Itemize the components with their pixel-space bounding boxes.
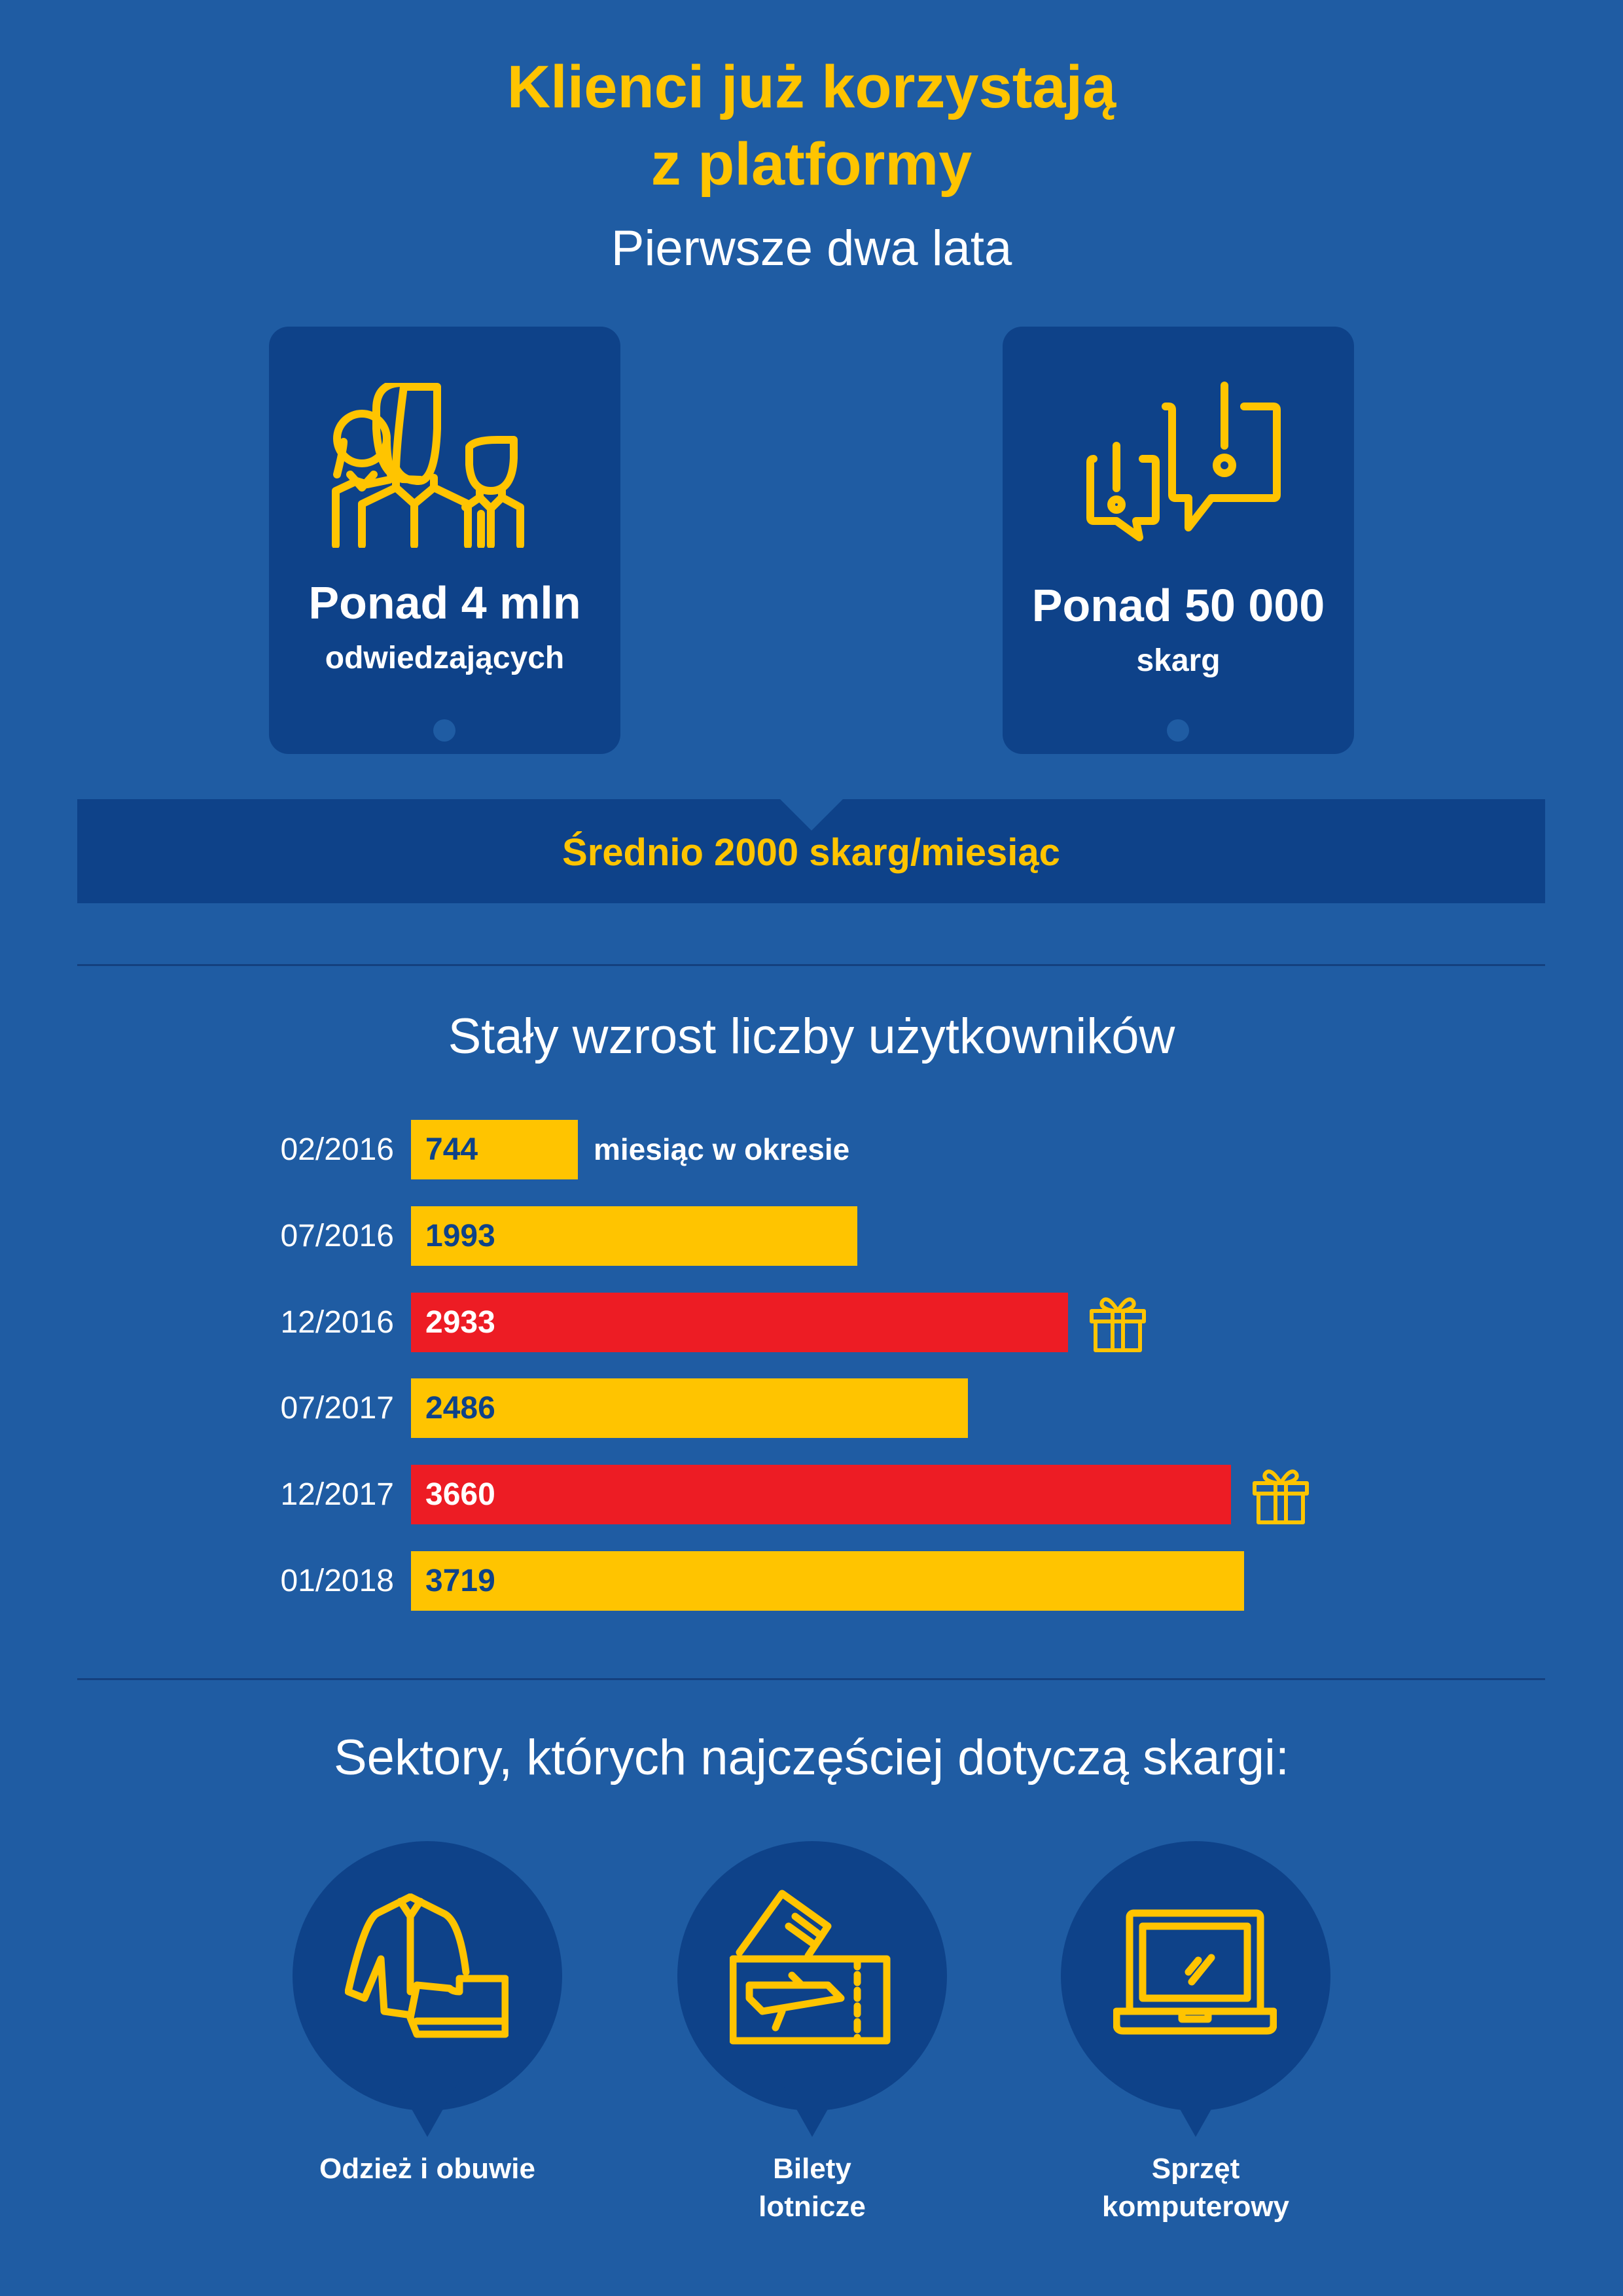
bar-value-label: 2933 [425, 1304, 495, 1340]
people-icon [332, 383, 524, 548]
bar: 3660 [411, 1465, 1231, 1525]
bar-value-label: 3660 [425, 1477, 495, 1513]
complaint-bubbles-icon [1086, 382, 1281, 541]
sector-label-line2: komputerowy [1101, 2191, 1290, 2223]
sector-label-line2: lotnicze [758, 2191, 866, 2223]
bar: 2486 [411, 1378, 968, 1439]
title-line2: z platformy [651, 131, 972, 198]
sector-label-line1: Bilety [773, 2153, 851, 2185]
bar-value-label: 2486 [425, 1391, 495, 1426]
bar: 1993 [411, 1206, 858, 1266]
sector-label-line1: Sprzęt [1151, 2153, 1240, 2185]
sector-label: Bilety lotnicze [649, 2150, 976, 2226]
bar: 744 [411, 1120, 578, 1179]
sector-plane-tickets [677, 1841, 947, 2111]
stat-card-complaints: Ponad 50 000 skarg [1003, 327, 1354, 754]
sector-clothing [293, 1841, 562, 2111]
bar-category-label: 07/2017 [280, 1391, 394, 1426]
bar-value-label: 1993 [425, 1218, 495, 1253]
stat-value: Ponad 4 mln [308, 577, 581, 628]
chart-annotation: miesiąc w okresie [594, 1132, 850, 1166]
divider [77, 1678, 1545, 1680]
bar: 2933 [411, 1292, 1068, 1352]
tablet-home-button [1167, 719, 1189, 742]
title-line1: Klienci już korzystają [507, 54, 1116, 120]
bar-category-label: 02/2016 [280, 1132, 394, 1167]
banner-text: Średnio 2000 skarg/miesiąc [562, 831, 1060, 874]
sector-pointer [1164, 2081, 1227, 2137]
plane-tickets-icon [730, 1890, 891, 2045]
clothing-shoes-icon [345, 1893, 508, 2038]
sector-computer [1061, 1841, 1330, 2111]
bar-category-label: 12/2017 [280, 1477, 394, 1513]
bar-value-label: 744 [425, 1132, 478, 1167]
bar-value-label: 3719 [425, 1564, 495, 1598]
stat-value: Ponad 50 000 [1031, 580, 1325, 631]
subtitle: Pierwsze dwa lata [611, 221, 1012, 276]
bar: 3719 [411, 1551, 1244, 1611]
divider [77, 964, 1545, 966]
banner-notch [780, 799, 843, 831]
sector-pointer [396, 2081, 459, 2137]
sector-pointer [781, 2081, 844, 2137]
bar-category-label: 12/2016 [280, 1304, 394, 1340]
sectors-title: Sektory, których najczęściej dotyczą ska… [333, 1730, 1290, 1785]
sector-label-line1: Odzież i obuwie [319, 2153, 536, 2185]
sector-label: Odzież i obuwie [264, 2150, 591, 2188]
gift-icon [1252, 1469, 1309, 1525]
sector-label: Sprzęt komputerowy [1032, 2150, 1359, 2226]
bar-category-label: 07/2016 [280, 1218, 394, 1253]
gift-icon [1089, 1297, 1146, 1352]
laptop-icon [1113, 1909, 1277, 2035]
chart-title: Stały wzrost liczby użytkowników [448, 1009, 1175, 1064]
stat-label: odwiedzających [325, 641, 565, 675]
stat-card-visitors: Ponad 4 mln odwiedzających [269, 327, 620, 754]
stat-label: skarg [1136, 643, 1221, 678]
average-banner: Średnio 2000 skarg/miesiąc [77, 799, 1545, 903]
bar-category-label: 01/2018 [280, 1564, 394, 1598]
tablet-home-button [433, 719, 455, 742]
